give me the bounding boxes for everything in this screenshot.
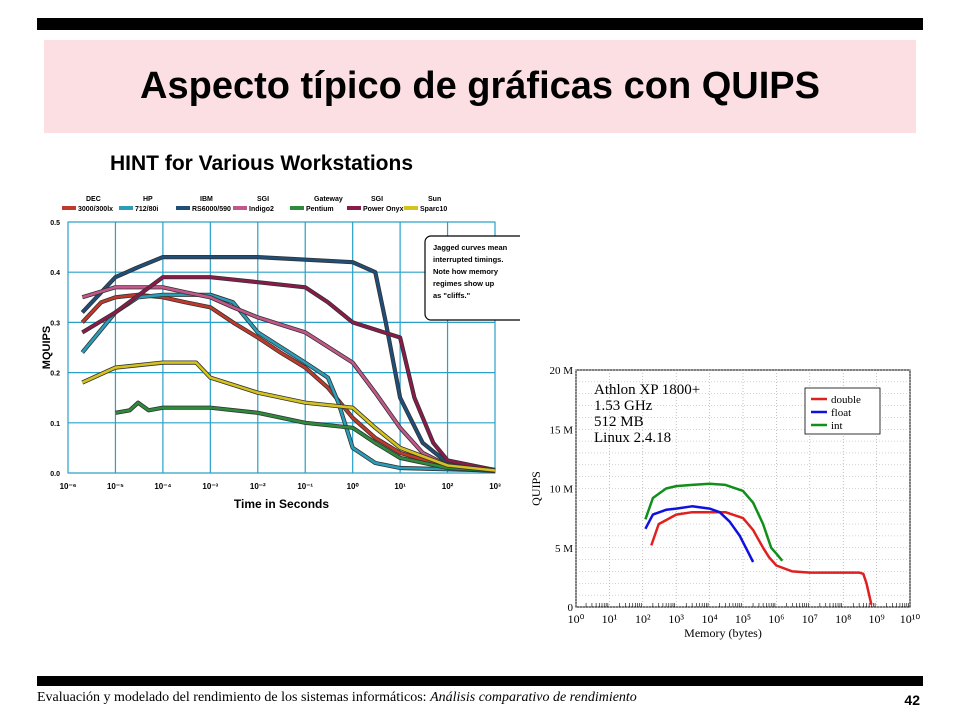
legend-vendor: SGI bbox=[371, 196, 383, 203]
annotation-line: 512 MB bbox=[594, 414, 644, 430]
legend-model: Indigo2 bbox=[249, 206, 274, 213]
y-tick-label: 5 M bbox=[555, 543, 573, 555]
x-tick-label: 10² bbox=[635, 612, 651, 626]
y-axis-label: MQUIPS bbox=[41, 326, 53, 369]
series-line bbox=[81, 293, 496, 472]
annotation-line: Jagged curves mean bbox=[433, 243, 508, 252]
x-tick-label: 10⁵ bbox=[735, 612, 751, 626]
y-tick-label: 0.5 bbox=[50, 220, 60, 227]
legend-model: 3000/300lx bbox=[78, 206, 113, 213]
legend-vendor: SGI bbox=[257, 196, 269, 203]
legend-label: double bbox=[831, 394, 861, 406]
y-tick-label: 0.4 bbox=[50, 270, 60, 277]
legend-model: Sparc10 bbox=[420, 206, 447, 213]
legend-model: RS6000/590 bbox=[192, 206, 231, 213]
x-tick-label: 10⁻² bbox=[250, 482, 266, 491]
legend-label: float bbox=[831, 407, 851, 419]
x-tick-label: 10⁻⁵ bbox=[107, 482, 124, 491]
y-tick-label: 0.3 bbox=[50, 320, 60, 327]
series-line bbox=[115, 401, 496, 473]
series-line bbox=[81, 255, 496, 472]
footer-subtitle: Análisis comparativo de rendimiento bbox=[430, 690, 637, 705]
x-tick-label: 10³ bbox=[489, 482, 501, 491]
hint-chart: HINT for Various Workstations DEC 3000/300… bbox=[41, 152, 520, 511]
legend-vendor: HP bbox=[143, 196, 153, 203]
y-tick-label: 15 M bbox=[549, 424, 573, 436]
y-tick-label: 0 bbox=[568, 602, 574, 614]
x-tick-label: 10⁻⁶ bbox=[60, 482, 77, 491]
x-tick-label: 10⁰ bbox=[568, 612, 585, 626]
page-number: 42 bbox=[904, 692, 920, 708]
annotation-line: as "cliffs." bbox=[433, 291, 471, 300]
legend-vendor: IBM bbox=[200, 196, 213, 203]
x-tick-label: 10¹ bbox=[602, 612, 618, 626]
legend-vendor: Gateway bbox=[314, 196, 343, 203]
x-axis-label: Time in Seconds bbox=[234, 497, 329, 511]
x-tick-label: 10⁻⁴ bbox=[154, 482, 171, 491]
series-line bbox=[644, 505, 755, 563]
footer: Evaluación y modelado del rendimiento de… bbox=[37, 690, 637, 706]
y-tick-label: 10 M bbox=[549, 484, 573, 496]
x-tick-label: 10⁴ bbox=[702, 612, 718, 626]
y-tick-label: 0.1 bbox=[50, 421, 60, 428]
footer-main: Evaluación y modelado del rendimiento de… bbox=[37, 690, 427, 705]
legend-vendor: DEC bbox=[86, 196, 101, 203]
legend-model: 712/80i bbox=[135, 206, 158, 213]
quips-chart: 0 5 M 10 M 15 M 20 M 10⁰ 10¹ 10² 10³ 10⁴ 10⁵ 10⁶ 10⁷… bbox=[529, 365, 921, 640]
x-tick-label: 10⁻³ bbox=[202, 482, 218, 491]
slide-title: Aspecto típico de gráficas con QUIPS bbox=[140, 65, 820, 107]
annotation-line: interrupted timings. bbox=[433, 255, 503, 264]
legend-model: Pentium bbox=[306, 206, 334, 213]
x-axis-label: Memory (bytes) bbox=[684, 626, 762, 640]
y-tick-label: 0.2 bbox=[50, 371, 60, 378]
top-rule bbox=[37, 18, 923, 30]
title-banner: Aspecto típico de gráficas con QUIPS bbox=[44, 40, 916, 133]
x-tick-label: 10⁸ bbox=[835, 612, 851, 626]
chart-title: HINT for Various Workstations bbox=[110, 152, 413, 175]
x-tick-label: 10⁷ bbox=[802, 612, 818, 626]
y-tick-label: 0.0 bbox=[50, 471, 60, 478]
x-tick-label: 10⁹ bbox=[869, 612, 885, 626]
x-tick-label: 10² bbox=[442, 482, 454, 491]
annotation-line: Linux 2.4.18 bbox=[594, 430, 671, 446]
legend-vendor: Sun bbox=[428, 196, 441, 203]
annotation-line: Note how memory bbox=[433, 267, 499, 276]
legend-model: Power Onyx bbox=[363, 206, 404, 213]
x-tick-label: 10¹⁰ bbox=[900, 612, 921, 626]
series-line bbox=[650, 510, 873, 605]
annotation-line: Athlon XP 1800+ bbox=[594, 382, 700, 398]
x-tick-label: 10⁶ bbox=[768, 612, 784, 626]
y-tick-label: 20 M bbox=[549, 365, 573, 377]
x-tick-label: 10⁰ bbox=[347, 482, 360, 491]
legend-label: int bbox=[831, 420, 843, 432]
series-line bbox=[81, 293, 496, 472]
series-line bbox=[81, 361, 496, 472]
annotation-line: regimes show up bbox=[433, 279, 495, 288]
series-line bbox=[644, 482, 784, 562]
series-line bbox=[81, 275, 496, 472]
annotation-line: 1.53 GHz bbox=[594, 398, 653, 414]
x-tick-label: 10⁻¹ bbox=[297, 482, 313, 491]
annotation-box bbox=[424, 235, 520, 321]
series-line bbox=[81, 286, 496, 472]
bottom-rule bbox=[37, 676, 923, 686]
y-axis-label: QUIPS bbox=[529, 471, 543, 506]
x-tick-label: 10³ bbox=[668, 612, 684, 626]
x-tick-label: 10¹ bbox=[394, 482, 406, 491]
